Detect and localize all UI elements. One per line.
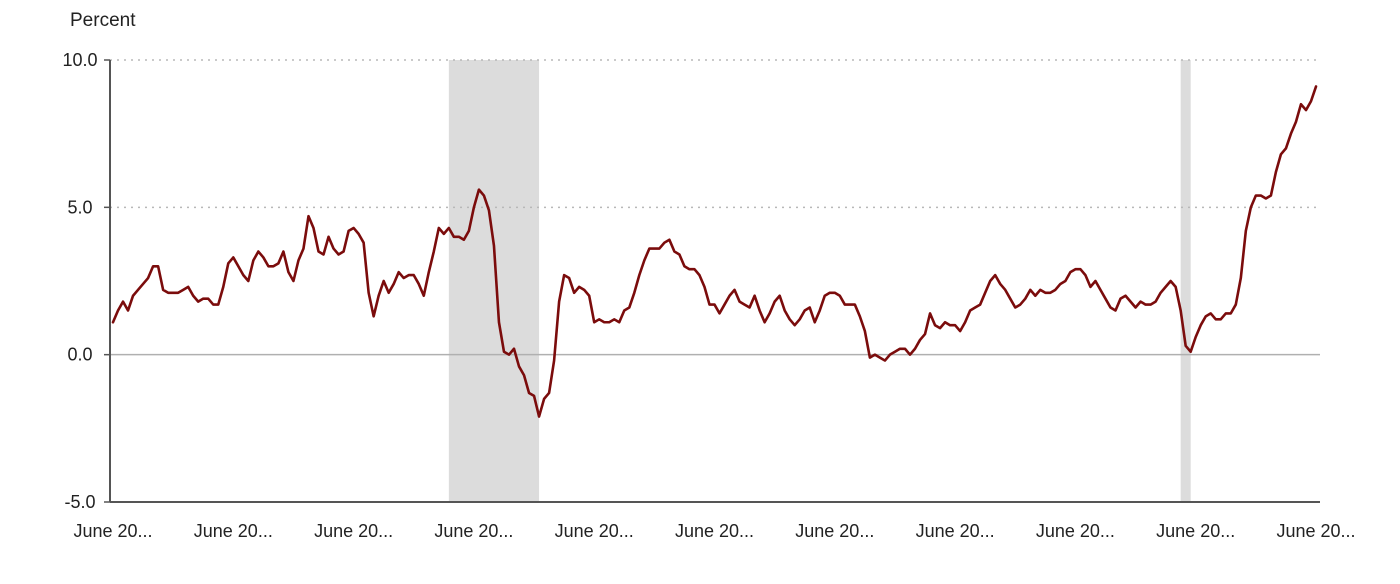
x-tick-label-4: June 20...	[555, 521, 634, 541]
x-tick-label-5: June 20...	[675, 521, 754, 541]
x-tick-label-8: June 20...	[1036, 521, 1115, 541]
x-tick-label-10: June 20...	[1276, 521, 1355, 541]
y-tick-labels: 10.0 5.0 0.0 -5.0	[62, 50, 97, 512]
x-tick-label-2: June 20...	[314, 521, 393, 541]
x-tick-label-3: June 20...	[434, 521, 513, 541]
gridlines	[104, 59, 1320, 503]
recession-band-1	[448, 60, 540, 502]
y-tick-label-1: 5.0	[67, 197, 92, 217]
recession-bands	[448, 60, 1191, 502]
y-tick-label-3: -5.0	[64, 492, 95, 512]
recession-band-2	[1180, 60, 1191, 502]
axes	[109, 60, 1320, 503]
x-tick-label-1: June 20...	[194, 521, 273, 541]
y-axis-title: Percent	[70, 10, 136, 31]
x-tick-label-0: June 20...	[73, 521, 152, 541]
y-tick-label-0: 10.0	[62, 50, 97, 70]
x-tick-label-6: June 20...	[795, 521, 874, 541]
x-tick-label-7: June 20...	[916, 521, 995, 541]
x-tick-labels: June 20... June 20... June 20... June 20...…	[73, 521, 1355, 541]
y-tick-label-2: 0.0	[67, 345, 92, 365]
series-group	[111, 85, 1318, 418]
x-tick-label-9: June 20...	[1156, 521, 1235, 541]
series-line	[111, 85, 1318, 418]
